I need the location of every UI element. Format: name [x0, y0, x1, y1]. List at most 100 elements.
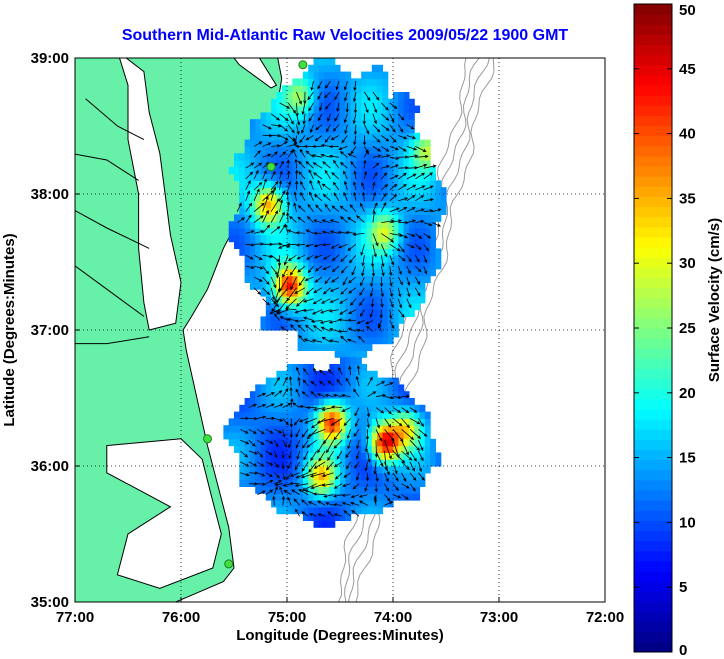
- velocity-cell-northern-963: [371, 105, 378, 113]
- velocity-cell-southern-73: [260, 445, 267, 453]
- velocity-cell-northern-173: [271, 234, 277, 243]
- velocity-cell-southern-600: [387, 411, 394, 419]
- velocity-arrow-southern-229: [401, 483, 410, 489]
- velocity-cell-northern-717: [340, 78, 346, 86]
- velocity-arrow-southern-224: [392, 429, 404, 443]
- velocity-arrow-northern-287: [345, 230, 356, 235]
- bathymetry-contour-1: [344, 58, 480, 602]
- velocity-cell-northern-902: [366, 248, 373, 256]
- velocity-cell-northern-124: [260, 132, 267, 141]
- velocity-cell-northern-1122: [393, 92, 399, 100]
- velocity-arrow-northern-135: [297, 265, 306, 273]
- velocity-arrow-northern-431: [414, 254, 420, 263]
- velocity-cell-northern-937: [371, 282, 378, 290]
- velocity-arrow-southern-115: [310, 483, 326, 489]
- velocity-arrow-northern-246: [330, 135, 340, 141]
- velocity-cell-northern-698: [340, 207, 346, 215]
- velocity-cell-northern-285: [287, 187, 293, 195]
- velocity-cell-southern-555: [377, 459, 383, 467]
- velocity-arrow-northern-178: [312, 325, 323, 332]
- velocity-cell-northern-759: [345, 85, 352, 93]
- velocity-cell-southern-284: [313, 452, 320, 460]
- velocity-cell-southern-711: [435, 459, 442, 467]
- x-tick-label: 76:00: [162, 609, 200, 626]
- velocity-arrow-southern-89: [301, 461, 309, 472]
- velocity-arrow-northern-177: [311, 339, 323, 343]
- velocity-arrow-northern-435: [415, 208, 425, 213]
- velocity-cell-southern-563: [377, 404, 383, 413]
- colorbar-segment-52: [634, 115, 672, 127]
- velocity-cell-northern-136: [265, 268, 272, 277]
- velocity-cell-southern-606: [393, 493, 399, 501]
- velocity-arrow-southern-31: [265, 416, 276, 420]
- velocity-cell-northern-1048: [382, 85, 389, 93]
- velocity-arrow-southern-82: [297, 376, 301, 386]
- velocity-arrow-southern-185: [365, 472, 370, 482]
- velocity-cell-southern-310: [318, 432, 325, 440]
- velocity-arrow-northern-160: [306, 254, 314, 260]
- velocity-cell-southern-47: [249, 411, 256, 419]
- velocity-arrow-northern-150: [301, 102, 306, 116]
- velocity-cell-southern-601: [387, 404, 394, 413]
- velocity-cell-northern-56: [249, 234, 256, 243]
- velocity-arrow-northern-90: [283, 255, 289, 266]
- velocity-cell-southern-644: [403, 472, 410, 481]
- velocity-arrow-northern-310: [361, 255, 365, 267]
- velocity-cell-northern-888: [366, 343, 373, 351]
- velocity-cell-northern-1019: [382, 282, 389, 290]
- velocity-arrow-southern-182: [359, 500, 368, 506]
- velocity-cell-northern-600: [329, 275, 336, 283]
- velocity-cell-southern-409: [340, 384, 346, 392]
- velocity-arrow-northern-270: [338, 146, 348, 151]
- velocity-arrow-northern-20: [253, 188, 260, 201]
- velocity-cell-southern-417: [345, 493, 352, 501]
- velocity-arrow-northern-62: [274, 313, 280, 321]
- velocity-cell-northern-247: [281, 200, 288, 209]
- velocity-cell-northern-85: [255, 207, 262, 215]
- velocity-cell-northern-782: [350, 221, 357, 229]
- velocity-cell-northern-552: [324, 309, 330, 317]
- velocity-cell-northern-755: [345, 112, 352, 120]
- velocity-cell-northern-348: [297, 275, 304, 283]
- colorbar-tick-label: 10: [679, 514, 696, 531]
- velocity-cell-northern-1134: [398, 241, 405, 249]
- velocity-arrow-northern-80: [279, 124, 289, 132]
- velocity-cell-southern-431: [345, 398, 352, 406]
- velocity-cell-northern-813: [355, 296, 362, 304]
- velocity-arrow-southern-177: [354, 418, 360, 428]
- velocity-cell-northern-934: [371, 302, 378, 311]
- velocity-cell-northern-31: [244, 255, 251, 263]
- velocity-cell-southern-593: [387, 459, 394, 467]
- velocity-arrow-northern-185: [313, 254, 323, 259]
- velocity-cell-northern-147: [265, 194, 272, 202]
- velocity-cell-northern-660: [334, 166, 341, 175]
- velocity-arrow-southern-43: [274, 403, 284, 408]
- velocity-cell-northern-1277: [424, 248, 431, 256]
- velocity-arrow-northern-263: [339, 216, 348, 223]
- velocity-cell-northern-44: [244, 166, 251, 175]
- velocity-cell-southern-139: [276, 377, 283, 385]
- velocity-arrow-northern-392: [397, 309, 405, 318]
- velocity-cell-northern-508: [318, 316, 325, 324]
- velocity-cell-southern-71: [260, 459, 267, 467]
- velocity-cell-northern-148: [265, 187, 272, 195]
- velocity-arrow-northern-280: [348, 309, 357, 315]
- velocity-cell-southern-65: [255, 391, 262, 399]
- velocity-arrow-southern-245: [409, 407, 418, 413]
- velocity-cell-northern-389: [302, 268, 309, 277]
- velocity-cell-northern-826: [355, 207, 362, 215]
- velocity-arrow-southern-133: [326, 440, 334, 454]
- velocity-cell-northern-1239: [414, 187, 421, 195]
- velocity-cell-northern-857: [361, 275, 368, 283]
- velocity-arrow-southern-152: [336, 378, 343, 387]
- velocity-arrow-southern-29: [265, 439, 274, 444]
- y-tick-label: 37:00: [31, 322, 69, 339]
- velocity-cell-southern-674: [414, 479, 421, 487]
- velocity-cell-southern-632: [398, 438, 405, 447]
- velocity-cell-northern-330: [292, 126, 299, 134]
- velocity-arrow-northern-94: [286, 201, 291, 212]
- velocity-cell-southern-532: [371, 472, 378, 481]
- velocity-cell-northern-54: [249, 248, 256, 256]
- colorbar-segment-61: [634, 24, 672, 35]
- velocity-cell-northern-1170: [403, 221, 410, 229]
